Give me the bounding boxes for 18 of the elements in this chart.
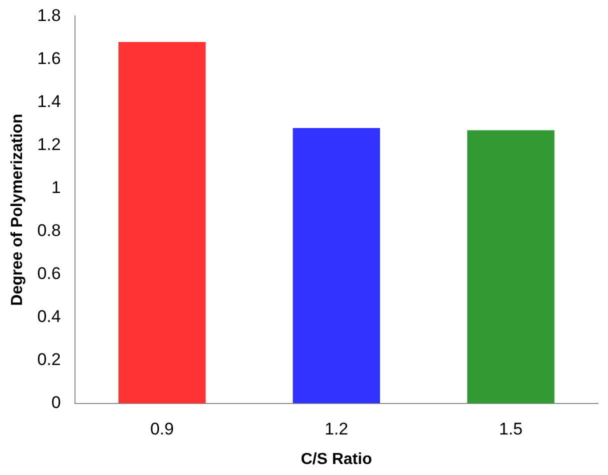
y-tick-label: 1	[51, 178, 61, 197]
y-tick-label: 1.8	[37, 6, 61, 25]
y-tick-label: 1.4	[37, 92, 61, 111]
bar	[118, 42, 206, 404]
x-tick-label: 1.2	[324, 419, 348, 438]
y-tick-label: 0.6	[37, 264, 61, 284]
x-tick-label: 0.9	[150, 419, 174, 438]
y-axis-title: Degree of Polymerization	[9, 114, 26, 306]
x-axis-title: C/S Ratio	[300, 450, 372, 468]
x-tick-label: 1.5	[498, 419, 523, 438]
bar	[467, 130, 554, 404]
y-tick-label: 1.6	[37, 48, 61, 68]
y-tick-label: 1.2	[37, 134, 61, 154]
bar	[292, 128, 380, 404]
y-tick-label: 0.8	[37, 221, 61, 240]
y-tick-label: 0	[51, 393, 61, 412]
y-tick-label: 0.2	[37, 350, 61, 370]
y-tick-label: 0.4	[37, 307, 61, 326]
